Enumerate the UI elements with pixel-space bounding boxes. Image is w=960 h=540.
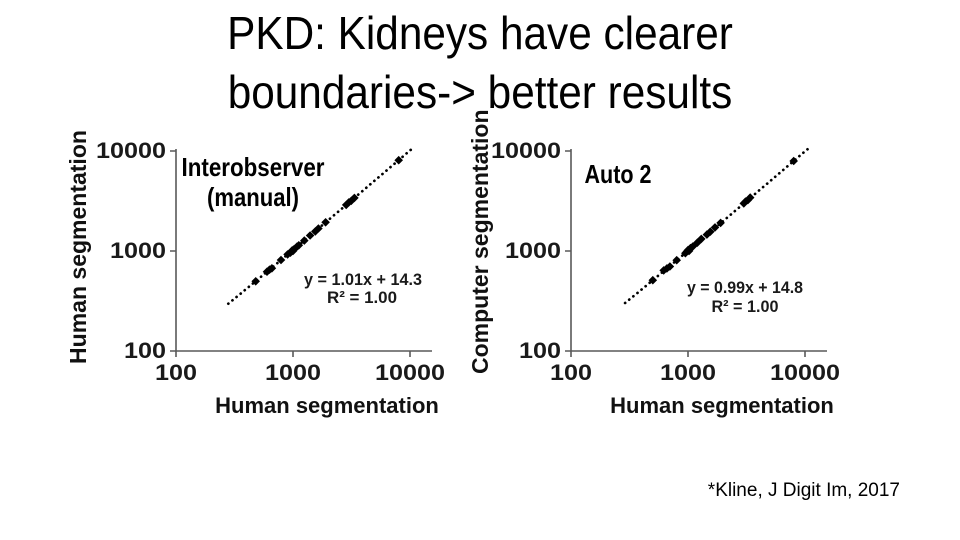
y-tick-label: 100 bbox=[124, 338, 166, 363]
scatter-points bbox=[251, 155, 403, 286]
y-axis-label: Human segmentation bbox=[65, 130, 91, 364]
y-tick-label: 1000 bbox=[505, 238, 561, 263]
x-axis-label: Human segmentation bbox=[215, 393, 439, 418]
x-tick-label: 10000 bbox=[770, 360, 840, 385]
y-tick-label: 100 bbox=[519, 338, 561, 363]
chart-title: (manual) bbox=[207, 182, 299, 212]
slide-title-line1: PKD: Kidneys have clearer bbox=[227, 7, 733, 59]
slide-title-line2: boundaries-> better results bbox=[227, 66, 733, 118]
citation: *Kline, J Digit Im, 2017 bbox=[707, 480, 900, 501]
chart-title: Interobserver bbox=[182, 152, 325, 182]
r-squared-label: R² = 1.00 bbox=[712, 298, 779, 316]
equation-label: y = 1.01x + 14.3 bbox=[304, 271, 422, 289]
chart-auto2: Computer segmentation 100 1000 10000 100 100… bbox=[455, 109, 840, 435]
trendline bbox=[226, 147, 414, 306]
y-tick-label: 10000 bbox=[491, 138, 561, 163]
auto2-scatter-plot: 100 1000 10000 100 1000 10000 Auto 2 y = 0.99x … bbox=[491, 138, 840, 385]
equation-label: y = 0.99x + 14.8 bbox=[687, 279, 803, 297]
slide-title: PKD: Kidneys have clearer boundaries-> b… bbox=[38, 0, 921, 122]
x-tick-label: 1000 bbox=[660, 360, 716, 385]
y-tick-label: 10000 bbox=[96, 138, 166, 163]
x-tick-label: 1000 bbox=[265, 360, 321, 385]
tick-marks bbox=[170, 150, 411, 357]
y-tick-label: 1000 bbox=[110, 238, 166, 263]
x-tick-label: 10000 bbox=[375, 360, 445, 385]
r-squared-label: R² = 1.00 bbox=[327, 289, 397, 307]
interobserver-scatter-plot: 100 1000 10000 100 1000 10000 Interobserver(ma… bbox=[96, 138, 445, 385]
x-axis-label: Human segmentation bbox=[610, 393, 834, 418]
chart-title: Auto 2 bbox=[585, 159, 652, 189]
chart-interobserver: Human segmentation 100 1000 10000 100 1000 10… bbox=[60, 130, 445, 435]
x-tick-label: 100 bbox=[155, 360, 197, 385]
tick-marks bbox=[565, 150, 806, 357]
x-tick-label: 100 bbox=[550, 360, 592, 385]
scatter-points bbox=[648, 156, 798, 285]
